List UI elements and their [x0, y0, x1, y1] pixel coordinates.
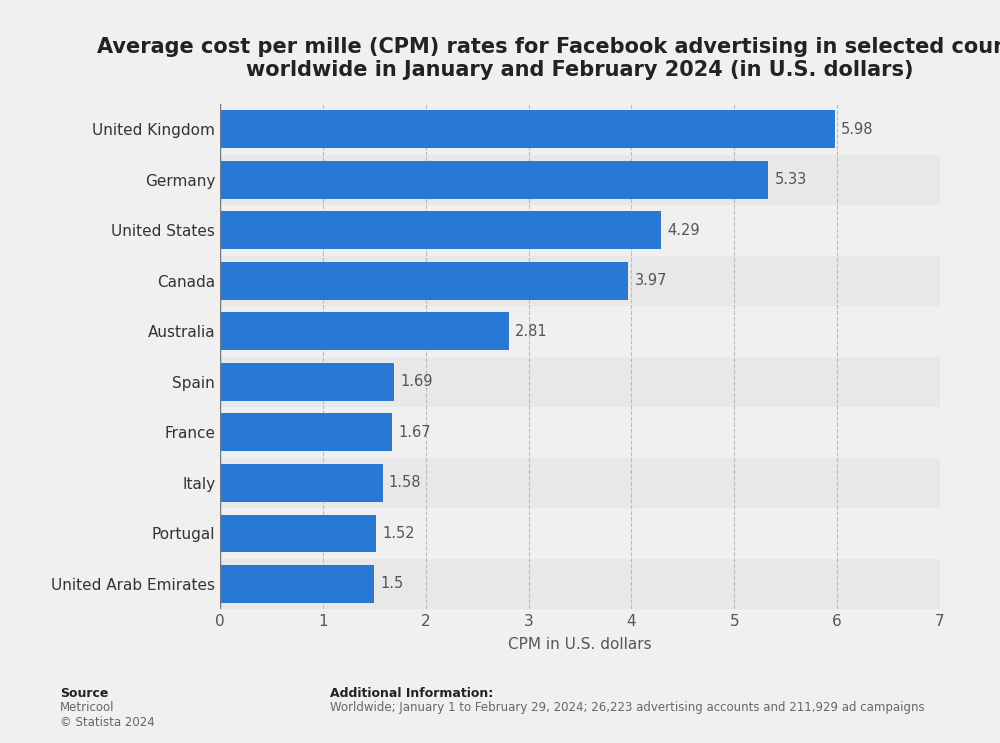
Text: 5.33: 5.33 — [774, 172, 807, 187]
Text: Source: Source — [60, 687, 108, 700]
Text: Additional Information:: Additional Information: — [330, 687, 493, 700]
Bar — [220, 508, 940, 559]
Bar — [220, 155, 940, 205]
Text: 1.69: 1.69 — [400, 374, 432, 389]
Bar — [220, 160, 768, 198]
Title: Average cost per mille (CPM) rates for Facebook advertising in selected countrie: Average cost per mille (CPM) rates for F… — [97, 37, 1000, 80]
Text: 2.81: 2.81 — [515, 324, 548, 339]
Bar — [220, 464, 383, 502]
Bar — [220, 363, 394, 400]
Bar — [220, 565, 374, 603]
Bar — [220, 262, 628, 299]
Text: 1.52: 1.52 — [383, 526, 415, 541]
Bar — [220, 413, 392, 451]
Bar — [220, 211, 661, 249]
Bar — [220, 205, 940, 256]
X-axis label: CPM in U.S. dollars: CPM in U.S. dollars — [508, 637, 652, 652]
Text: 1.5: 1.5 — [380, 577, 404, 591]
Bar — [220, 407, 940, 458]
Bar — [220, 514, 376, 552]
Text: 4.29: 4.29 — [667, 223, 700, 238]
Text: 5.98: 5.98 — [841, 122, 874, 137]
Bar — [220, 458, 940, 508]
Text: Metricool
© Statista 2024: Metricool © Statista 2024 — [60, 701, 155, 729]
Bar — [220, 559, 940, 609]
Bar — [220, 256, 940, 306]
Bar — [220, 104, 940, 155]
Text: 1.58: 1.58 — [389, 476, 421, 490]
Text: 3.97: 3.97 — [635, 273, 667, 288]
Text: Worldwide; January 1 to February 29, 2024; 26,223 advertising accounts and 211,9: Worldwide; January 1 to February 29, 202… — [330, 701, 925, 713]
Text: 1.67: 1.67 — [398, 425, 431, 440]
Bar — [220, 312, 509, 350]
Bar — [220, 357, 940, 407]
Bar — [220, 306, 940, 357]
Bar — [220, 110, 835, 148]
